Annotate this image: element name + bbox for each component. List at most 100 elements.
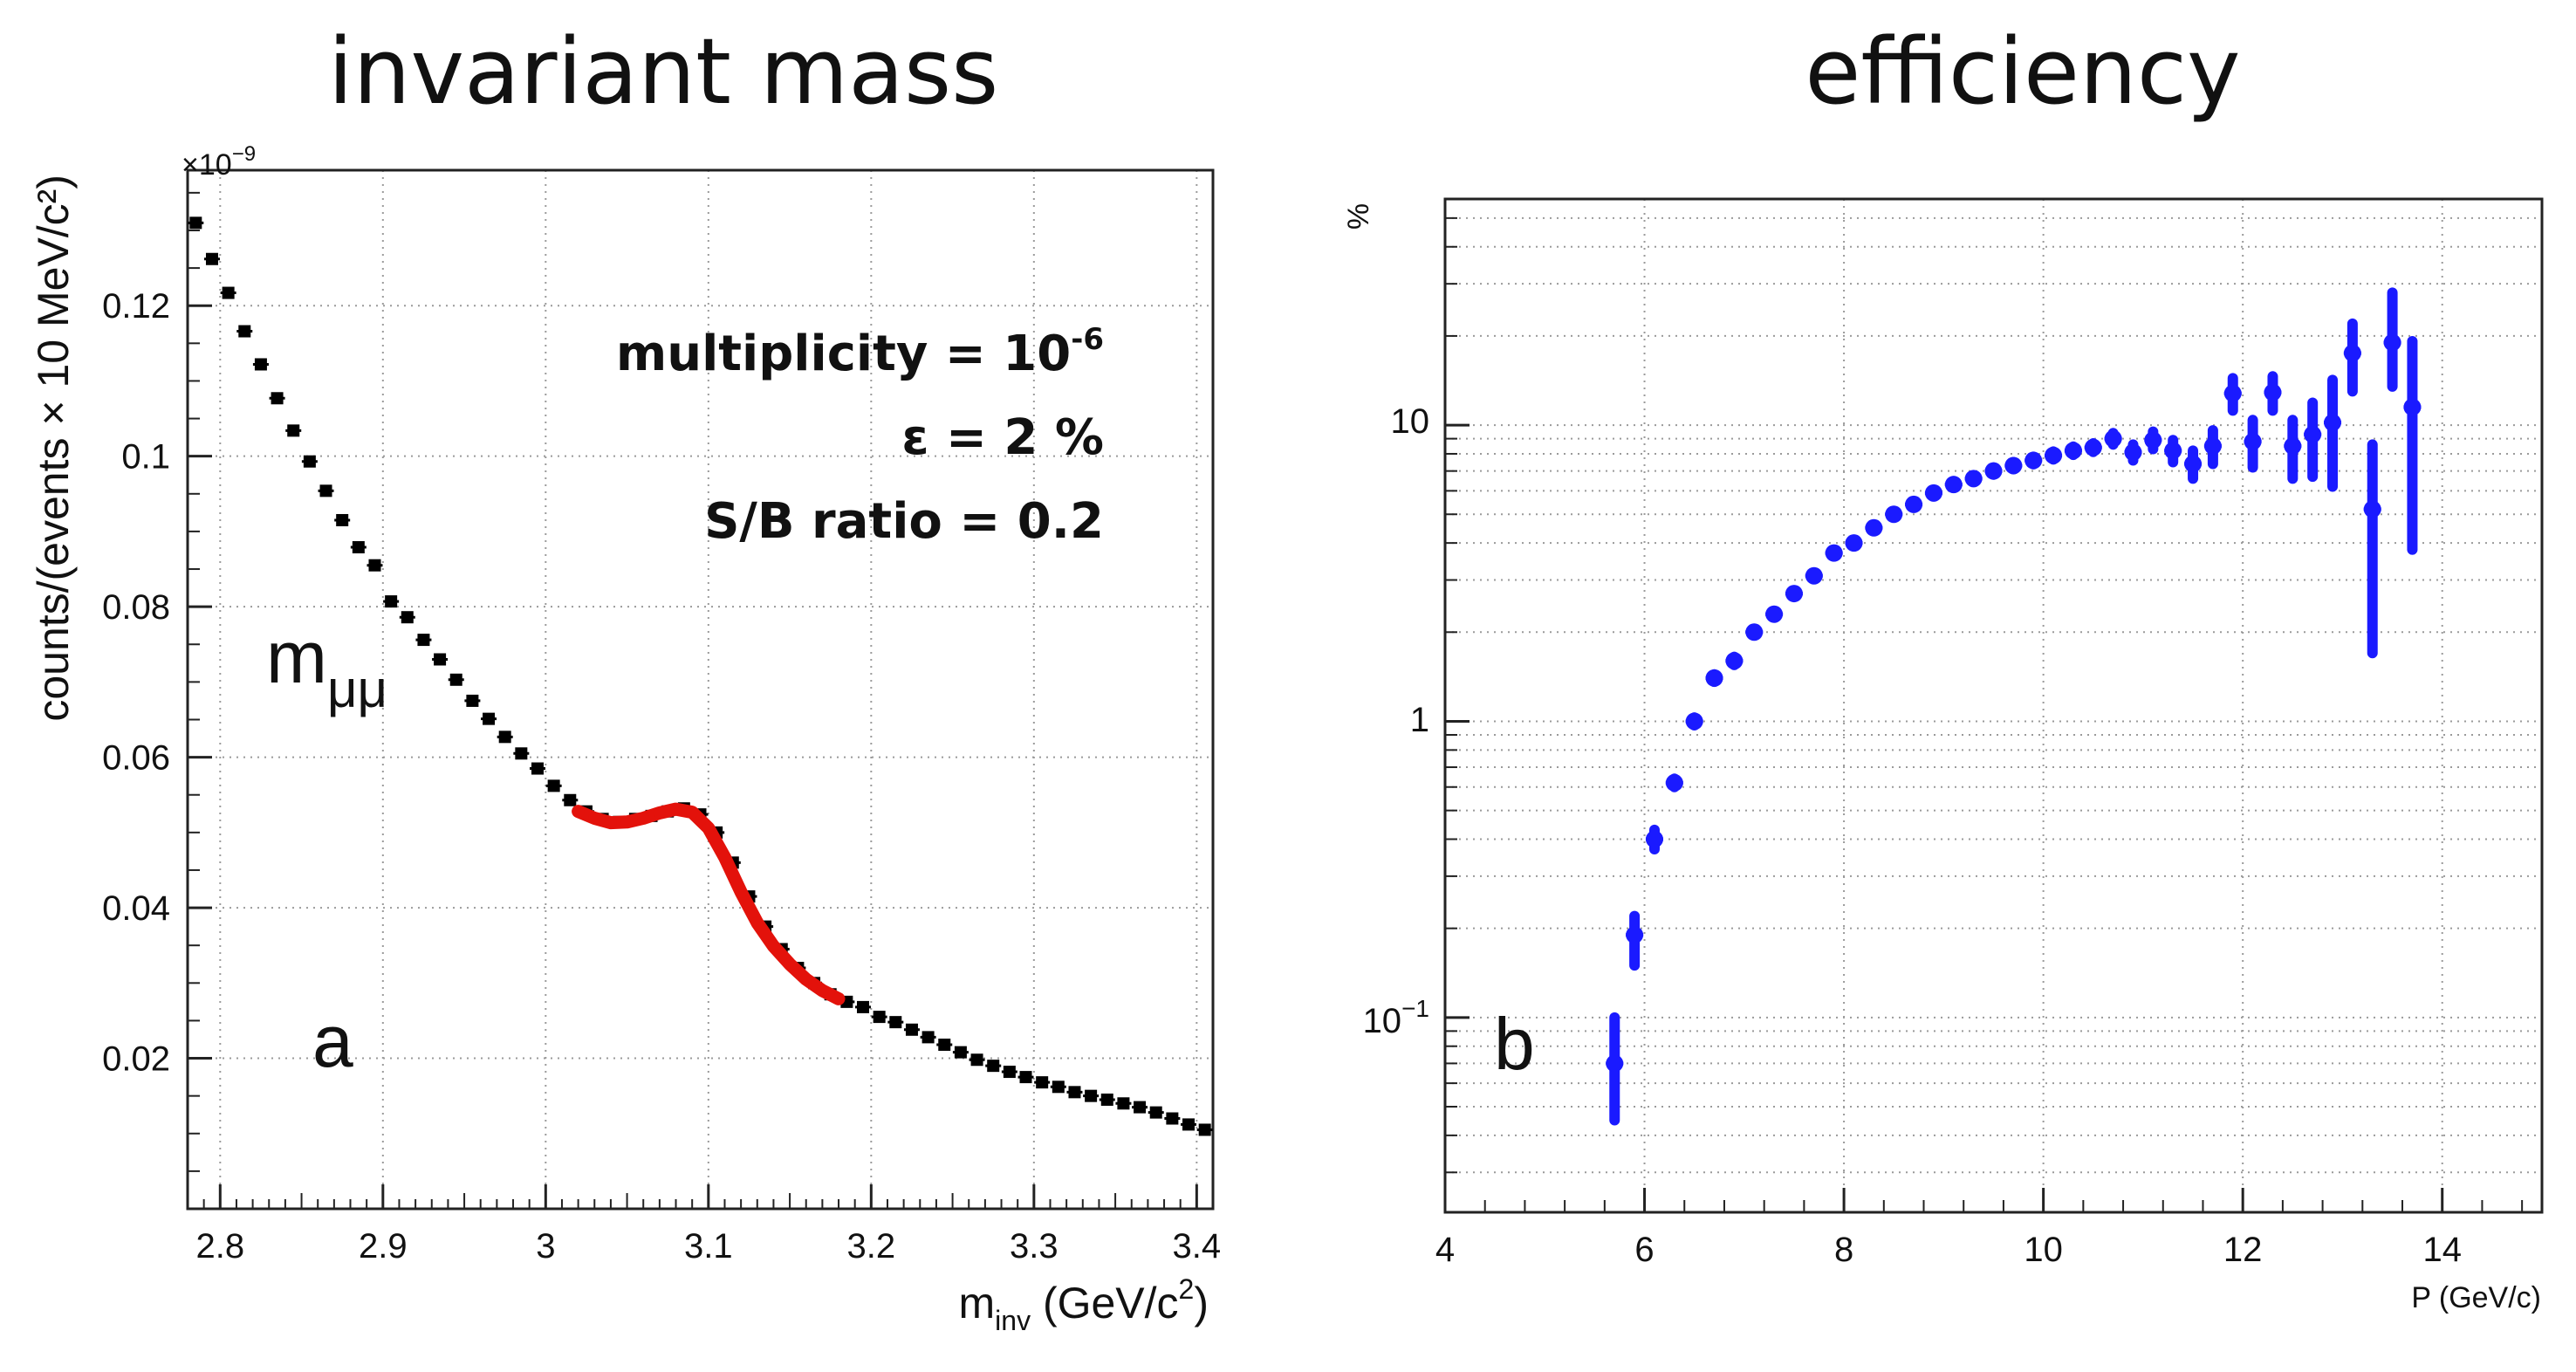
panel-letter-b: b <box>1494 1003 1535 1085</box>
background-point <box>857 1000 870 1013</box>
y-tick-label: 0.08 <box>102 588 170 627</box>
efficiency-point <box>1924 484 1942 502</box>
background-point <box>1117 1097 1130 1110</box>
x-tick-label: 8 <box>1834 1231 1853 1269</box>
signal-point <box>620 815 634 828</box>
x-tick-labels: 4 6 8 10 12 14 <box>1435 1231 2462 1269</box>
efficiency-point <box>1885 505 1903 524</box>
efficiency-point <box>1606 1054 1624 1073</box>
background-point <box>466 694 479 707</box>
y-tick-labels: 0.02 0.04 0.06 0.08 0.1 0.12 <box>102 287 170 1078</box>
signal-point <box>767 940 780 953</box>
x-axis-label: P (GeV/c) <box>2411 1281 2541 1314</box>
y-tick-label: 0.02 <box>102 1040 170 1079</box>
efficiency-point <box>2045 446 2063 464</box>
efficiency-point <box>1785 585 1803 603</box>
background-point <box>238 325 251 338</box>
axis-ticks <box>1443 216 2524 1212</box>
efficiency-point <box>1905 495 1923 513</box>
efficiency-point <box>2264 383 2282 401</box>
efficiency-point <box>2223 384 2242 402</box>
panel-invariant-mass: invariant mass 2.8 2.9 3 3.1 3.2 3.3 3.4 0.020… <box>29 18 1221 1336</box>
background-point <box>401 611 414 624</box>
background-point <box>970 1053 983 1067</box>
x-tick-label: 3.1 <box>684 1227 733 1266</box>
panel-efficiency: efficiency 4 6 8 10 12 14 10−1 1 10 % P (GeV/… <box>1342 18 2544 1314</box>
background-point <box>1166 1112 1179 1125</box>
efficiency-point <box>1725 652 1744 670</box>
signal-point <box>572 805 585 818</box>
background-point <box>498 731 511 744</box>
efficiency-point <box>2343 344 2361 362</box>
efficiency-point <box>2164 442 2182 460</box>
signal-point <box>750 916 764 930</box>
background-point <box>449 673 462 686</box>
signal-point <box>799 972 812 985</box>
efficiency-point <box>1805 566 1823 585</box>
efficiency-point <box>2124 443 2142 462</box>
y-tick-label: 0.06 <box>102 739 170 778</box>
background-point <box>531 762 544 775</box>
annotation-multiplicity: multiplicity = 10-6 <box>616 322 1104 382</box>
efficiency-point <box>2084 438 2102 456</box>
background-point <box>352 541 365 554</box>
background-point <box>368 559 381 572</box>
signal-point <box>686 806 699 819</box>
plot-frame <box>186 168 1215 1211</box>
background-point <box>271 392 284 405</box>
efficiency-point <box>1645 830 1663 848</box>
background-point <box>954 1046 967 1059</box>
efficiency-point <box>1984 462 2003 480</box>
background-point <box>987 1060 1000 1073</box>
background-point <box>905 1023 918 1036</box>
efficiency-point <box>1745 623 1764 641</box>
curve-label-mumu: mμμ <box>266 616 387 718</box>
signal-point <box>669 803 682 816</box>
efficiency-point <box>2383 333 2401 352</box>
efficiency-point <box>2363 500 2381 518</box>
y-axis-label: counts/(events × 10 MeV/c²) <box>29 175 78 722</box>
efficiency-point <box>2184 455 2203 473</box>
efficiency-point <box>2024 451 2043 470</box>
y-tick-label-0.1: 10−1 <box>1363 995 1429 1040</box>
y-tick-label-1: 1 <box>1410 701 1429 739</box>
efficiency-point <box>2144 431 2162 449</box>
efficiency-point <box>1944 476 1963 494</box>
efficiency-point <box>2203 437 2222 456</box>
signal-point <box>637 812 650 825</box>
annotation-epsilon: ε = 2 % <box>901 409 1104 466</box>
background-point <box>434 653 447 666</box>
signal-point <box>588 812 601 825</box>
efficiency-point <box>1665 773 1683 792</box>
efficiency-point <box>1626 926 1644 944</box>
background-point <box>336 513 349 526</box>
background-point <box>222 286 235 299</box>
x-axis-label: minv (GeV/c2) <box>959 1273 1209 1336</box>
chart-title: invariant mass <box>328 18 999 125</box>
efficiency-point <box>2104 429 2122 448</box>
background-point <box>1149 1106 1162 1119</box>
efficiency-point <box>1685 712 1703 731</box>
y-axis-label: % <box>1342 203 1375 230</box>
background-point <box>564 793 577 806</box>
background-point <box>417 634 430 647</box>
background-point <box>1003 1066 1016 1079</box>
x-tick-label: 2.8 <box>195 1227 244 1266</box>
x-tick-labels: 2.8 2.9 3 3.1 3.2 3.3 3.4 <box>195 1227 1221 1266</box>
efficiency-point <box>2004 456 2023 475</box>
efficiency-point <box>1705 669 1723 687</box>
background-point <box>1085 1089 1098 1102</box>
y-tick-label: 0.12 <box>102 287 170 326</box>
efficiency-point <box>2284 437 2302 456</box>
background-point <box>1052 1080 1065 1094</box>
y-tick-label: 0.1 <box>121 438 170 477</box>
background-point <box>1068 1086 1081 1099</box>
y-tick-label-10: 10 <box>1391 402 1430 441</box>
background-point <box>1100 1093 1113 1106</box>
x-tick-label: 10 <box>2024 1231 2063 1269</box>
x-tick-label: 3.4 <box>1173 1227 1222 1266</box>
x-tick-label: 3 <box>536 1227 555 1266</box>
efficiency-point <box>1825 544 1843 562</box>
signal-point <box>653 806 666 820</box>
y-exponent: ×10−9 <box>182 142 256 182</box>
